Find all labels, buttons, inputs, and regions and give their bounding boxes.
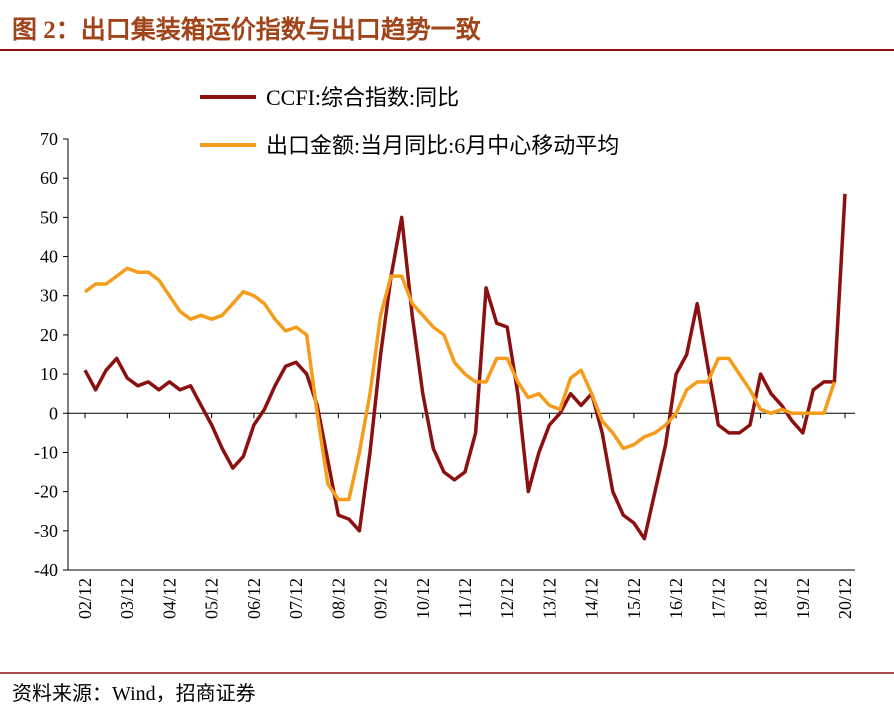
y-tick-label: 20 xyxy=(40,325,58,345)
y-tick-label: -40 xyxy=(34,560,58,580)
x-tick-label: 09/12 xyxy=(371,578,391,619)
x-tick-label: 20/12 xyxy=(835,578,855,619)
x-tick-label: 02/12 xyxy=(75,578,95,619)
y-tick-label: 10 xyxy=(40,364,58,384)
y-tick-label: -10 xyxy=(34,442,58,462)
x-tick-label: 17/12 xyxy=(708,578,728,619)
legend-label: 出口金额:当月同比:6月中心移动平均 xyxy=(266,133,619,158)
y-tick-label: 50 xyxy=(40,207,58,227)
x-tick-label: 07/12 xyxy=(286,578,306,619)
x-tick-label: 05/12 xyxy=(202,578,222,619)
legend-label: CCFI:综合指数:同比 xyxy=(266,85,459,110)
y-tick-label: 70 xyxy=(40,129,58,149)
x-tick-label: 12/12 xyxy=(497,578,517,619)
x-tick-label: 15/12 xyxy=(624,578,644,619)
x-tick-label: 18/12 xyxy=(751,578,771,619)
x-tick-label: 19/12 xyxy=(793,578,813,619)
chart-title: 图 2：出口集装箱运价指数与出口趋势一致 xyxy=(12,15,482,44)
y-tick-label: 30 xyxy=(40,286,58,306)
x-tick-label: 14/12 xyxy=(582,578,602,619)
y-tick-label: 40 xyxy=(40,247,58,267)
y-tick-label: 60 xyxy=(40,168,58,188)
series-line xyxy=(83,266,837,502)
source: 资料来源：Wind，招商证券 xyxy=(12,682,256,705)
x-tick-label: 03/12 xyxy=(117,578,137,619)
series-line xyxy=(83,193,847,541)
x-tick-label: 11/12 xyxy=(455,578,475,618)
y-tick-label: -20 xyxy=(34,482,58,502)
x-tick-label: 13/12 xyxy=(539,578,559,619)
x-tick-label: 04/12 xyxy=(159,578,179,619)
x-tick-label: 16/12 xyxy=(666,578,686,619)
x-tick-label: 08/12 xyxy=(328,578,348,619)
x-tick-label: 06/12 xyxy=(244,578,264,619)
x-tick-label: 10/12 xyxy=(413,578,433,619)
y-tick-label: 0 xyxy=(49,403,58,423)
y-tick-label: -30 xyxy=(34,521,58,541)
